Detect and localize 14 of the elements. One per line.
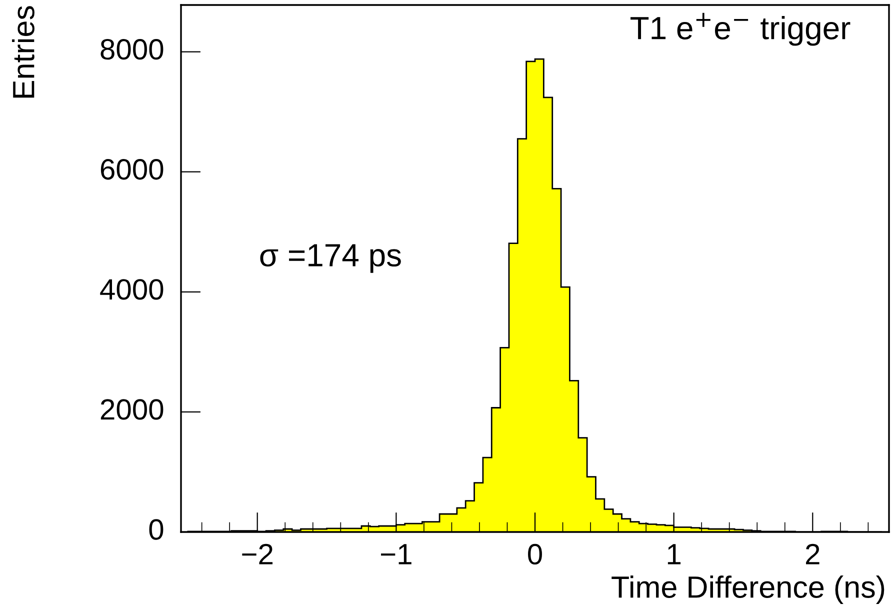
y-axis-title: Entries [12, 6, 34, 98]
chart-title: T1 e$^{+}$e$^{−}$ trigger [630, 12, 850, 46]
y-tick-label: 6000 [100, 159, 164, 180]
x-tick-label: 1 [668, 544, 681, 564]
y-tick-label: 0 [149, 519, 164, 540]
annotation: σ =174 ps [260, 244, 401, 273]
x-tick-label: 2 [806, 544, 820, 564]
y-tick-label: 2000 [100, 399, 164, 420]
y-tick-label: 4000 [100, 279, 164, 300]
y-tick-label: 8000 [100, 38, 164, 60]
x-axis-title: Time Difference (ns) [612, 576, 884, 604]
x-tick-label: −2 [242, 544, 273, 564]
x-tick-label: 0 [528, 544, 542, 565]
x-tick-label: −1 [380, 544, 412, 564]
